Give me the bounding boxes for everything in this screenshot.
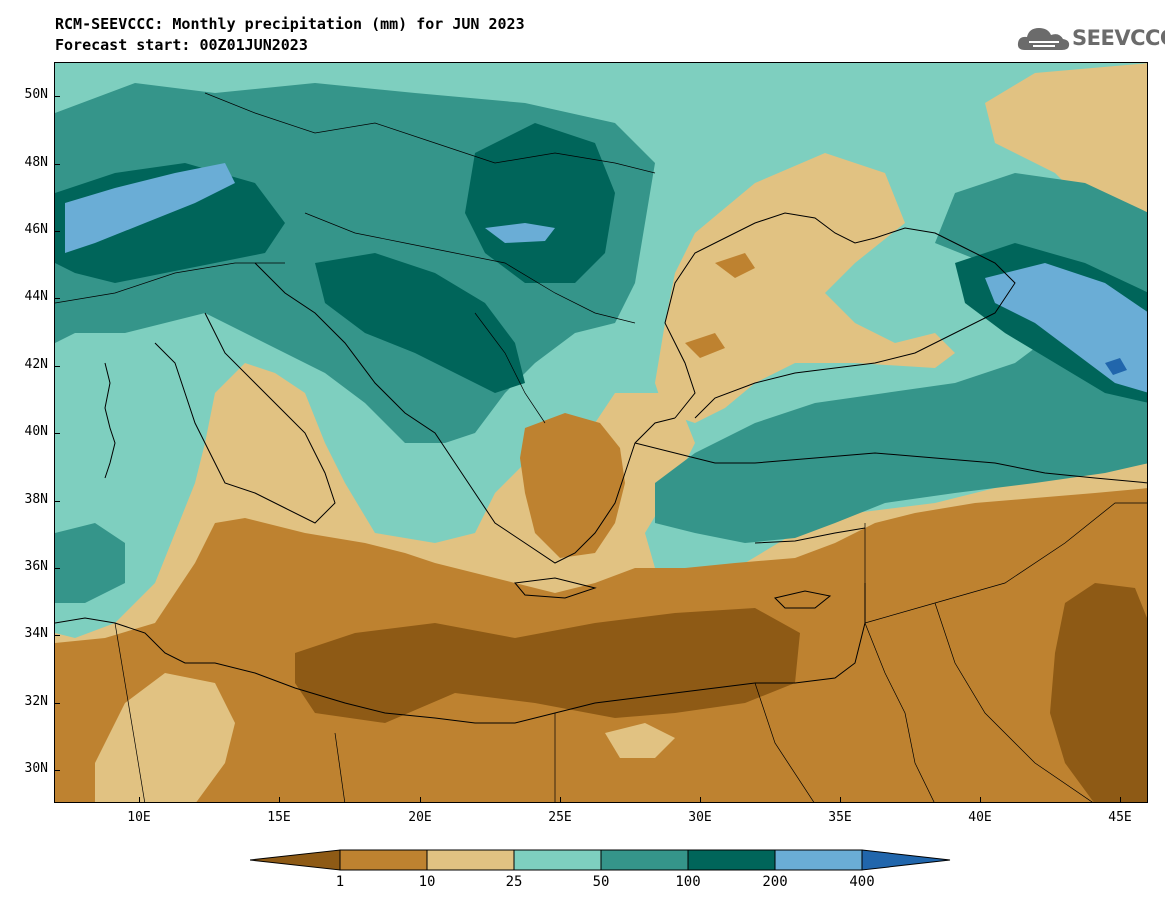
lat-label-32n: 32N — [24, 694, 48, 709]
colorbar-segment-below-1 — [250, 849, 341, 871]
lat-label-50n: 50N — [24, 87, 48, 102]
lat-tick — [54, 770, 60, 771]
field-1-10-aegean — [520, 413, 625, 558]
lon-tick — [560, 797, 561, 803]
field-10-25-egypt — [605, 723, 675, 758]
field-lt1-iraq — [1050, 583, 1147, 802]
lat-tick — [54, 298, 60, 299]
lat-tick — [54, 433, 60, 434]
colorbar-label-100: 100 — [675, 874, 701, 890]
lat-label-42n: 42N — [24, 357, 48, 372]
colorbar-label-1: 1 — [335, 874, 345, 890]
lat-label-40n: 40N — [24, 424, 48, 439]
lat-label-46n: 46N — [24, 222, 48, 237]
colorbar-segment-50-100 — [600, 849, 689, 871]
lat-label-36n: 36N — [24, 559, 48, 574]
lon-tick — [980, 797, 981, 803]
field-200-400-caucasus — [985, 263, 1147, 393]
colorbar — [250, 849, 951, 871]
lat-tick — [54, 501, 60, 502]
field-400-plus-caucasus — [1105, 358, 1127, 375]
lat-tick — [54, 164, 60, 165]
lon-label-45e: 45E — [1108, 810, 1132, 825]
lon-label-30e: 30E — [688, 810, 712, 825]
field-lt1-libya — [295, 608, 800, 723]
field-1-10-blacksea-spot2 — [685, 333, 725, 358]
precipitation-map — [54, 62, 1148, 803]
colorbar-label-25: 25 — [505, 874, 523, 890]
country-borders — [55, 92, 1147, 802]
logo-text: SEEVCCC — [1072, 26, 1165, 50]
lon-label-40e: 40E — [968, 810, 992, 825]
lat-tick — [54, 96, 60, 97]
field-10-25-blacksea — [655, 153, 955, 423]
field-10-25-libya — [95, 673, 235, 802]
field-100-200-balkans — [315, 253, 525, 393]
colorbar-segment-100-200 — [687, 849, 776, 871]
colorbar-label-50: 50 — [592, 874, 610, 890]
lat-label-48n: 48N — [24, 155, 48, 170]
colorbar-label-400: 400 — [849, 874, 875, 890]
lat-label-44n: 44N — [24, 289, 48, 304]
lon-label-25e: 25E — [548, 810, 572, 825]
precipitation-field — [55, 63, 1147, 802]
lon-tick — [279, 797, 280, 803]
lat-label-34n: 34N — [24, 626, 48, 641]
forecast-start: Forecast start: 00Z01JUN2023 — [55, 36, 308, 54]
colorbar-label-10: 10 — [418, 874, 436, 890]
lon-label-15e: 15E — [267, 810, 291, 825]
cloud-icon — [1017, 28, 1070, 50]
lon-tick — [1120, 797, 1121, 803]
seevccc-logo: SEEVCCC — [1015, 22, 1165, 56]
lat-tick — [54, 231, 60, 232]
lon-label-20e: 20E — [408, 810, 432, 825]
colorbar-segment-10-25 — [426, 849, 515, 871]
field-50-100-sardinia — [55, 523, 125, 603]
lon-tick — [420, 797, 421, 803]
field-200-400-carpathians — [485, 223, 555, 243]
field-200-400-alps — [65, 163, 235, 253]
lon-tick — [139, 797, 140, 803]
colorbar-label-200: 200 — [762, 874, 788, 890]
coastlines — [55, 212, 1147, 724]
colorbar-segment-200-400 — [774, 849, 863, 871]
lon-label-10e: 10E — [127, 810, 151, 825]
lon-label-35e: 35E — [828, 810, 852, 825]
lat-label-38n: 38N — [24, 492, 48, 507]
colorbar-segment-1-10 — [339, 849, 428, 871]
lat-label-30n: 30N — [24, 761, 48, 776]
lon-tick — [840, 797, 841, 803]
lat-tick — [54, 703, 60, 704]
lat-tick — [54, 366, 60, 367]
colorbar-segment-above-400 — [861, 849, 951, 871]
field-1-10-blacksea-spot — [715, 253, 755, 278]
lat-tick — [54, 635, 60, 636]
colorbar-segment-25-50 — [513, 849, 602, 871]
field-50-100-turkey — [655, 293, 1147, 543]
field-100-200-carpathians — [465, 123, 615, 283]
lon-tick — [700, 797, 701, 803]
lat-tick — [54, 568, 60, 569]
chart-title: RCM-SEEVCCC: Monthly precipitation (mm) … — [55, 15, 525, 33]
